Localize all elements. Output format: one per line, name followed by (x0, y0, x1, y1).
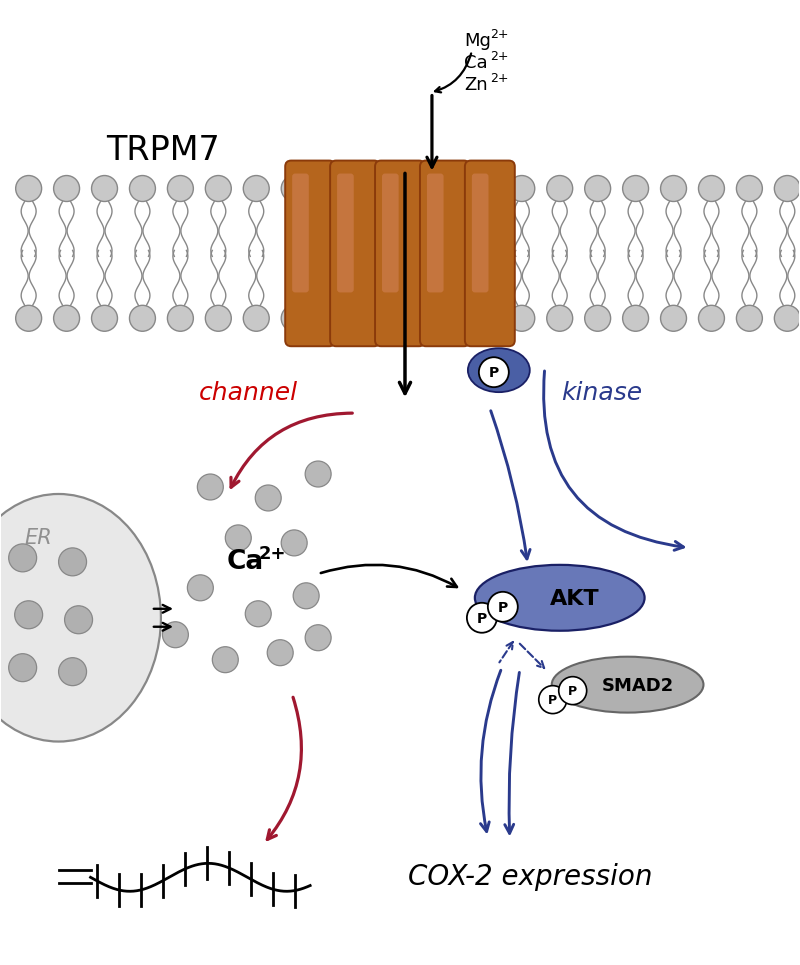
FancyBboxPatch shape (427, 174, 443, 292)
Circle shape (255, 485, 282, 510)
Circle shape (698, 176, 725, 202)
Circle shape (16, 176, 42, 202)
Circle shape (737, 176, 762, 202)
FancyBboxPatch shape (330, 160, 380, 346)
Text: Ca: Ca (226, 549, 263, 575)
Circle shape (293, 583, 319, 609)
FancyBboxPatch shape (420, 160, 470, 346)
Text: Zn: Zn (464, 75, 487, 94)
Circle shape (206, 176, 231, 202)
FancyBboxPatch shape (472, 174, 489, 292)
Text: COX-2 expression: COX-2 expression (407, 864, 652, 892)
Text: P: P (498, 601, 508, 615)
Circle shape (282, 176, 307, 202)
Text: P: P (489, 366, 499, 380)
Circle shape (774, 176, 800, 202)
Circle shape (243, 176, 270, 202)
Circle shape (9, 653, 37, 681)
FancyBboxPatch shape (465, 160, 515, 346)
Circle shape (661, 176, 686, 202)
Circle shape (622, 176, 649, 202)
Circle shape (585, 176, 610, 202)
Circle shape (243, 305, 270, 331)
Circle shape (737, 305, 762, 331)
Circle shape (167, 305, 194, 331)
Circle shape (54, 305, 79, 331)
Circle shape (282, 305, 307, 331)
Circle shape (661, 305, 686, 331)
Circle shape (585, 305, 610, 331)
Ellipse shape (552, 657, 703, 712)
Circle shape (479, 357, 509, 387)
Circle shape (91, 176, 118, 202)
Text: 2+: 2+ (258, 545, 286, 563)
Circle shape (130, 176, 155, 202)
Circle shape (467, 603, 497, 633)
Circle shape (509, 305, 534, 331)
Text: Ca: Ca (464, 54, 487, 71)
Text: 2+: 2+ (490, 72, 508, 85)
Text: TRPM7: TRPM7 (106, 134, 220, 167)
Text: SMAD2: SMAD2 (602, 676, 674, 695)
Text: P: P (548, 694, 558, 707)
Circle shape (282, 530, 307, 556)
FancyBboxPatch shape (285, 160, 335, 346)
Circle shape (91, 305, 118, 331)
Text: 2+: 2+ (490, 50, 508, 64)
Text: P: P (477, 612, 487, 625)
Ellipse shape (475, 565, 645, 631)
FancyBboxPatch shape (375, 160, 425, 346)
Circle shape (267, 640, 293, 666)
Circle shape (622, 305, 649, 331)
Text: kinase: kinase (561, 381, 642, 405)
Circle shape (167, 176, 194, 202)
Circle shape (546, 305, 573, 331)
Circle shape (54, 176, 79, 202)
Circle shape (558, 676, 586, 704)
Circle shape (488, 592, 518, 621)
FancyBboxPatch shape (292, 174, 309, 292)
Circle shape (58, 658, 86, 686)
Circle shape (65, 606, 93, 634)
Text: 2+: 2+ (490, 28, 508, 41)
Circle shape (16, 305, 42, 331)
Circle shape (774, 305, 800, 331)
Circle shape (162, 621, 188, 648)
Text: AKT: AKT (550, 589, 599, 609)
Ellipse shape (468, 348, 530, 392)
Circle shape (698, 305, 725, 331)
Circle shape (198, 474, 223, 500)
Text: ER: ER (25, 528, 53, 548)
FancyBboxPatch shape (382, 174, 398, 292)
Circle shape (509, 176, 534, 202)
Circle shape (58, 548, 86, 576)
Circle shape (206, 305, 231, 331)
Circle shape (538, 686, 566, 713)
Ellipse shape (0, 494, 161, 741)
FancyBboxPatch shape (337, 174, 354, 292)
Circle shape (305, 624, 331, 650)
Circle shape (130, 305, 155, 331)
Circle shape (212, 647, 238, 673)
Text: P: P (568, 685, 578, 698)
Text: channel: channel (198, 381, 298, 405)
Text: Mg: Mg (464, 32, 490, 50)
Circle shape (9, 544, 37, 572)
Circle shape (546, 176, 573, 202)
Circle shape (226, 525, 251, 551)
Circle shape (187, 575, 214, 601)
Circle shape (305, 461, 331, 487)
Circle shape (246, 601, 271, 626)
Circle shape (14, 601, 42, 629)
